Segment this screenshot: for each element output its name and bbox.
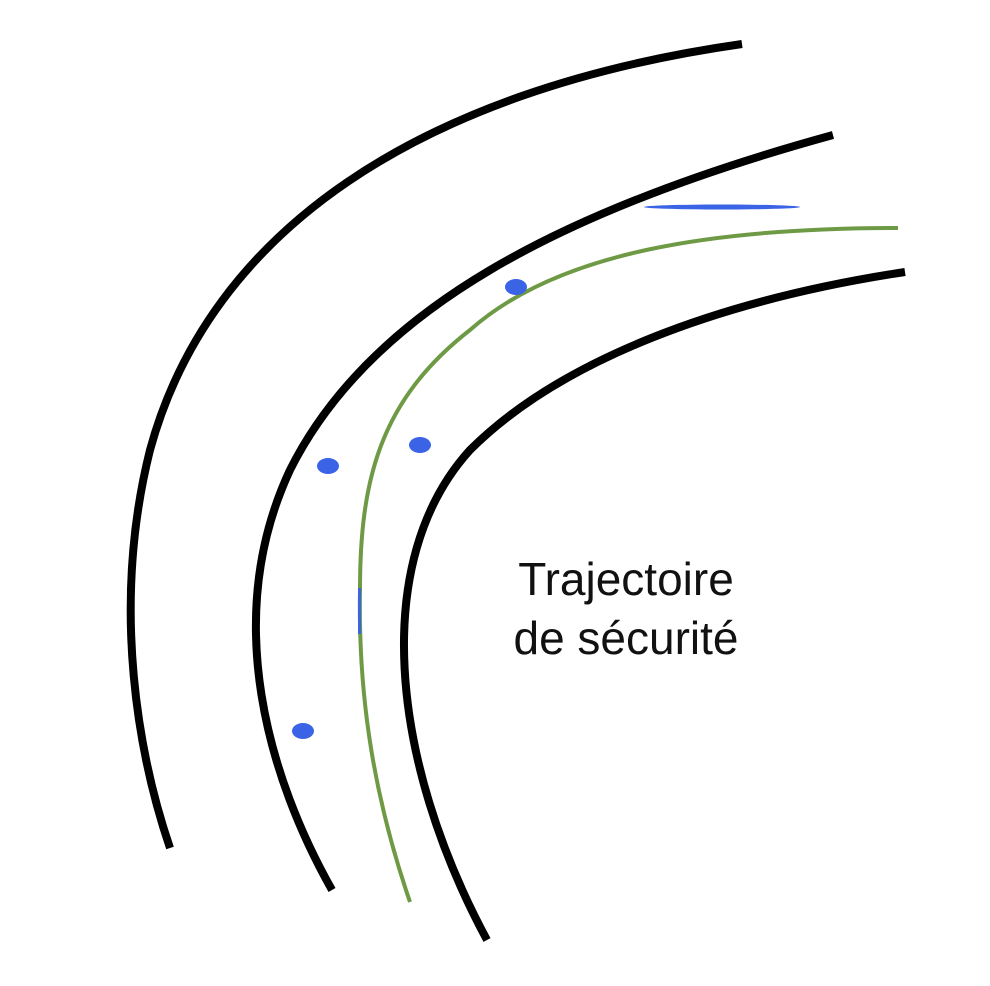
marker-sliver <box>358 588 361 634</box>
marker-dot-1 <box>505 279 527 295</box>
safety-trajectory-line <box>357 226 899 903</box>
road-inner-edge <box>399 268 906 942</box>
marker-flat <box>644 204 800 210</box>
marker-dot-4 <box>292 723 314 739</box>
road-middle-edge <box>252 131 835 892</box>
marker-dot-2 <box>409 437 431 453</box>
trajectory-label-line2: de sécurité <box>513 612 738 664</box>
trajectory-label-line1: Trajectoire <box>518 553 734 605</box>
road-outer-edge <box>126 40 743 850</box>
marker-dot-3 <box>317 458 339 474</box>
